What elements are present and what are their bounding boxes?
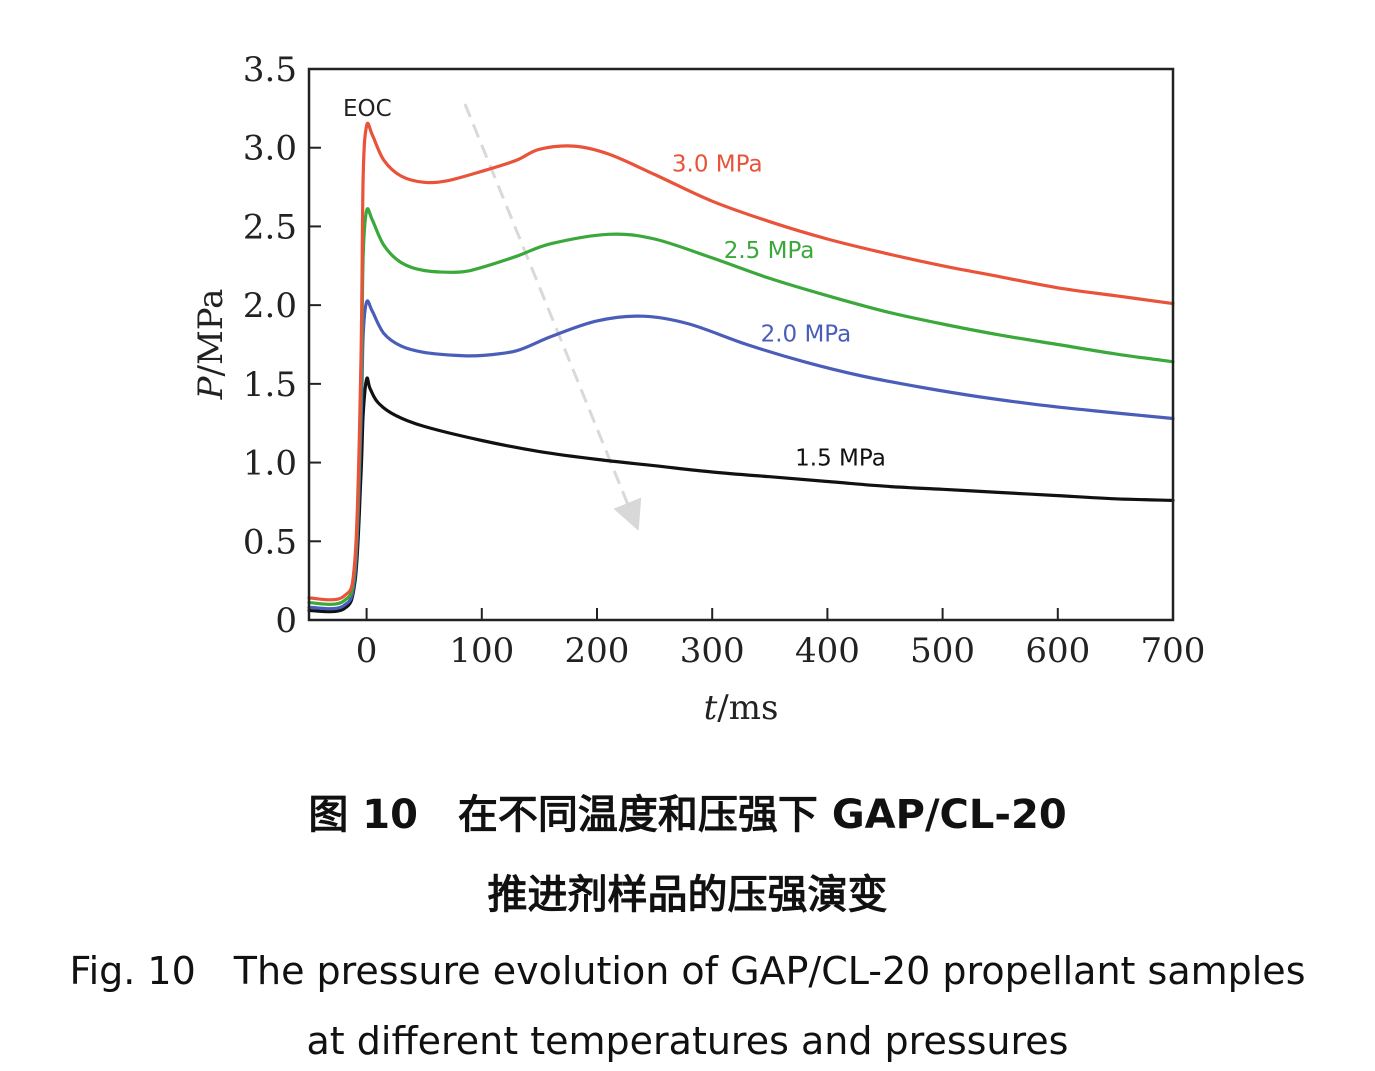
x-tick-label: 400 bbox=[795, 631, 860, 671]
y-tick-label: 1.5 bbox=[243, 365, 297, 405]
series-label-1-5-mpa: 1.5 MPa bbox=[795, 446, 886, 472]
series-line-2-0-mpa bbox=[307, 299, 1175, 611]
y-tick-label: 3.0 bbox=[243, 129, 297, 169]
y-tick-label: 2.5 bbox=[243, 207, 297, 247]
x-tick-label: 600 bbox=[1025, 631, 1090, 671]
y-tick-label: 0 bbox=[275, 601, 297, 641]
pressure-chart: 0 100 200 300 400 500 600 700 0 0.5 1.0 1.5 2.0 2.5 3.… bbox=[191, 50, 1206, 728]
series-label-3-0-mpa: 3.0 MPa bbox=[672, 151, 763, 177]
eoc-annotation: EOC bbox=[343, 96, 392, 122]
y-tick-label: 2.0 bbox=[243, 286, 297, 326]
y-tick-label: 0.5 bbox=[243, 522, 297, 562]
caption-zh-line1: 图 10 在不同温度和压强下 GAP/CL-20 bbox=[308, 792, 1067, 838]
x-tick-label: 200 bbox=[565, 631, 630, 671]
caption-zh-line2: 推进剂样品的压强演变 bbox=[487, 872, 888, 918]
caption-en-line1: Fig. 10 The pressure evolution of GAP/CL… bbox=[69, 949, 1306, 993]
series-label-layer: 3.0 MPa 2.5 MPa 2.0 MPa 1.5 MPa bbox=[672, 151, 886, 471]
y-tick-label: 3.5 bbox=[243, 50, 297, 90]
y-axis-unit: /MPa bbox=[191, 289, 231, 377]
series-layer bbox=[307, 121, 1175, 614]
x-axis-unit: /ms bbox=[717, 688, 778, 728]
x-tick-label: 700 bbox=[1141, 631, 1206, 671]
x-axis-variable: t bbox=[704, 688, 718, 728]
caption-en-line2: at different temperatures and pressures bbox=[306, 1019, 1069, 1063]
x-tick-label: 0 bbox=[356, 631, 378, 671]
y-axis-label: P/MPa bbox=[191, 289, 231, 401]
trend-arrow bbox=[463, 103, 642, 531]
trend-arrow-line bbox=[463, 103, 642, 531]
x-tick-label: 500 bbox=[910, 631, 975, 671]
y-axis-variable: P bbox=[191, 375, 231, 400]
plot-frame bbox=[307, 67, 1175, 622]
series-line-3-0-mpa bbox=[307, 121, 1175, 602]
x-tick-label: 300 bbox=[680, 631, 745, 671]
x-tick-label: 100 bbox=[449, 631, 514, 671]
x-axis-label: t/ms bbox=[704, 688, 779, 728]
series-line-1-5-mpa bbox=[307, 376, 1175, 614]
tick-layer: 0 100 200 300 400 500 600 700 0 0.5 1.0 1.5 2.0 2.5 3.… bbox=[243, 50, 1206, 671]
series-label-2-5-mpa: 2.5 MPa bbox=[724, 238, 815, 264]
y-tick-label: 1.0 bbox=[243, 444, 297, 484]
series-label-2-0-mpa: 2.0 MPa bbox=[761, 321, 852, 347]
